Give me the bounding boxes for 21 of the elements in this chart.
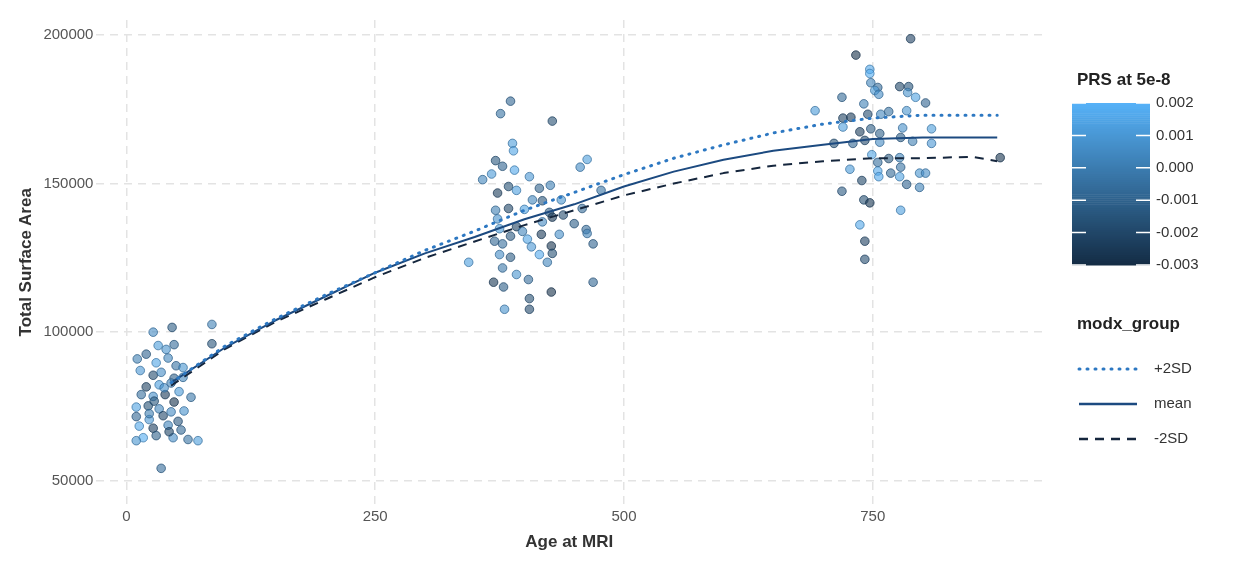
color-bar-label: 0.001 — [1156, 125, 1194, 143]
color-bar-label: -0.002 — [1156, 222, 1199, 240]
x-tick-label: 500 — [611, 506, 637, 524]
y-tick-label: 100000 — [43, 322, 94, 340]
x-tick-label: 250 — [362, 506, 388, 524]
legend-label: -2SD — [1154, 429, 1189, 447]
legend-label: +2SD — [1154, 359, 1193, 377]
legend-label: mean — [1154, 394, 1192, 412]
x-tick-label: 0 — [122, 506, 131, 524]
y-axis-title: Total Surface Area — [15, 187, 35, 337]
y-tick-label: 150000 — [43, 173, 94, 191]
y-tick-label: 200000 — [43, 25, 94, 43]
x-axis-title: Age at MRI — [525, 532, 614, 552]
color-bar-title: PRS at 5e-8 — [1077, 69, 1171, 89]
color-bar-label: 0.002 — [1156, 93, 1194, 111]
color-bar-label: -0.003 — [1156, 255, 1199, 273]
y-tick-label: 50000 — [51, 470, 94, 488]
color-bar-label: 0.000 — [1156, 157, 1194, 175]
color-bar-label: -0.001 — [1156, 190, 1199, 208]
x-tick-label: 750 — [860, 506, 886, 524]
legend-title: modx_group — [1077, 313, 1180, 333]
